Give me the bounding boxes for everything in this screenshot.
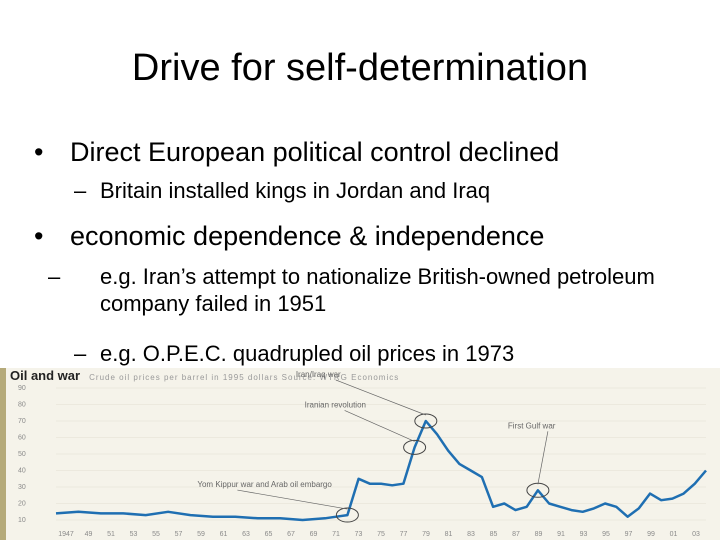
x-tick-label: 91 bbox=[557, 531, 565, 538]
x-tick-label: 83 bbox=[467, 531, 475, 538]
y-tick-label: 10 bbox=[18, 517, 26, 524]
series-line bbox=[55, 419, 707, 522]
annotation-leader bbox=[237, 489, 348, 510]
x-tick-label: 89 bbox=[535, 531, 543, 538]
x-tick-label: 95 bbox=[602, 531, 610, 538]
y-tick-label: 30 bbox=[18, 484, 26, 491]
x-tick-label: 53 bbox=[130, 531, 138, 538]
dash-icon: – bbox=[74, 341, 87, 366]
sub-bullet-text: e.g. Iran’s attempt to nationalize Briti… bbox=[100, 264, 655, 316]
x-tick-label: 65 bbox=[265, 531, 273, 538]
annotation-ring bbox=[403, 439, 427, 455]
annotation-leader bbox=[344, 410, 415, 442]
annotation-leader bbox=[335, 379, 426, 416]
x-tick-label: 49 bbox=[85, 531, 93, 538]
annotation-label: Iran/Iraq war bbox=[296, 370, 341, 379]
x-tick-label: 59 bbox=[197, 531, 205, 538]
x-tick-label: 61 bbox=[220, 531, 228, 538]
y-tick-label: 40 bbox=[18, 468, 26, 475]
y-tick-label: 60 bbox=[18, 435, 26, 442]
annotation-ring bbox=[414, 413, 438, 429]
y-tick-label: 90 bbox=[18, 385, 26, 392]
oil-war-chart: Oil and war Crude oil prices per barrel … bbox=[0, 368, 720, 540]
chart-subtitle: Crude oil prices per barrel in 1995 doll… bbox=[89, 373, 400, 382]
x-tick-label: 1947 bbox=[58, 531, 74, 538]
x-tick-label: 01 bbox=[670, 531, 678, 538]
bullet-item-1: • Direct European political control decli… bbox=[34, 136, 559, 168]
x-tick-label: 67 bbox=[287, 531, 295, 538]
x-tick-label: 55 bbox=[152, 531, 160, 538]
sub-bullet-2-1: – e.g. Iran’s attempt to nationalize Brit… bbox=[48, 263, 704, 317]
bullet-item-2: • economic dependence & independence bbox=[34, 220, 544, 252]
sub-bullet-1-1: – Britain installed kings in Jordan and I… bbox=[74, 177, 704, 204]
x-tick-label: 99 bbox=[647, 531, 655, 538]
chart-header: Oil and war Crude oil prices per barrel … bbox=[10, 369, 399, 383]
x-tick-label: 03 bbox=[692, 531, 700, 538]
sub-bullet-text: e.g. O.P.E.C. quadrupled oil prices in 1… bbox=[100, 341, 515, 366]
x-tick-label: 85 bbox=[490, 531, 498, 538]
y-tick-label: 80 bbox=[18, 402, 26, 409]
annotation-label: Iranian revolution bbox=[305, 400, 366, 409]
annotation-label: Yom Kippur war and Arab oil embargo bbox=[197, 480, 332, 489]
y-tick-label: 70 bbox=[18, 418, 26, 425]
x-tick-label: 75 bbox=[377, 531, 385, 538]
x-tick-label: 69 bbox=[310, 531, 318, 538]
x-tick-label: 73 bbox=[355, 531, 363, 538]
x-tick-label: 57 bbox=[175, 531, 183, 538]
y-tick-label: 20 bbox=[18, 501, 26, 508]
x-tick-label: 93 bbox=[580, 531, 588, 538]
annotation-label: First Gulf war bbox=[508, 421, 556, 430]
chart-title: Oil and war bbox=[10, 368, 81, 383]
x-tick-label: 87 bbox=[512, 531, 520, 538]
bullet-text: economic dependence & independence bbox=[70, 221, 545, 251]
sub-bullet-text: Britain installed kings in Jordan and Ir… bbox=[100, 178, 491, 203]
slide-title: Drive for self-determination bbox=[131, 47, 589, 89]
bullet-text: Direct European political control declin… bbox=[70, 137, 560, 167]
dash-icon: – bbox=[48, 264, 61, 289]
sub-bullet-2-2: – e.g. O.P.E.C. quadrupled oil prices in … bbox=[74, 340, 704, 367]
annotation-leader bbox=[537, 431, 549, 485]
x-tick-label: 51 bbox=[107, 531, 115, 538]
x-tick-label: 63 bbox=[242, 531, 250, 538]
bullet-dot-icon: • bbox=[34, 137, 44, 167]
dash-icon: – bbox=[74, 178, 87, 203]
x-tick-label: 77 bbox=[400, 531, 408, 538]
annotation-ring bbox=[335, 507, 359, 523]
chart-plot: 90 80 70 60 50 40 30 20 10 1947 49 51 53 55 57 59 61 63 65… bbox=[18, 370, 707, 538]
x-tick-label: 97 bbox=[625, 531, 633, 538]
x-tick-label: 71 bbox=[332, 531, 340, 538]
x-tick-label: 81 bbox=[445, 531, 453, 538]
y-tick-label: 50 bbox=[18, 451, 26, 458]
x-tick-label: 79 bbox=[422, 531, 430, 538]
bullet-dot-icon: • bbox=[34, 221, 44, 251]
